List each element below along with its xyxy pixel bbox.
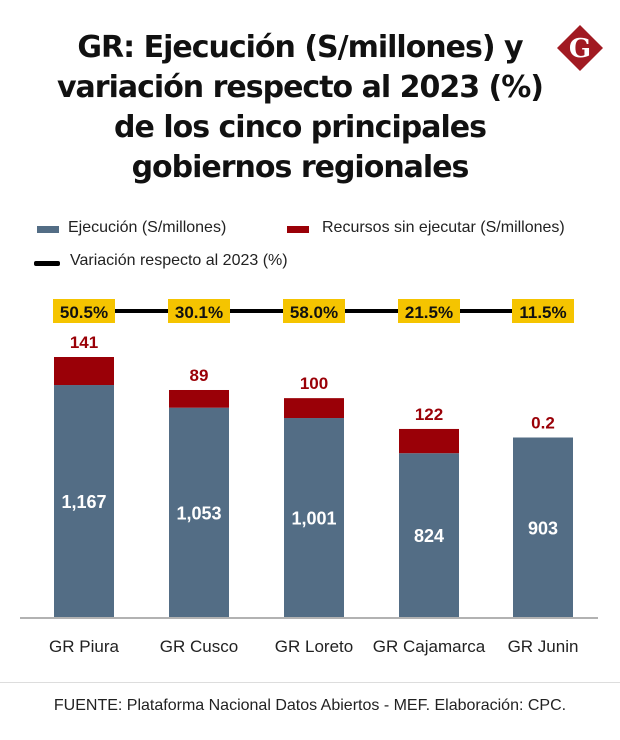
sin-ejecutar-value-label: 0.2 <box>531 413 555 432</box>
category-label: GR Junin <box>508 637 579 656</box>
legend-swatch-ejecucion <box>37 226 59 233</box>
variation-badge <box>512 299 574 323</box>
bar-sin-ejecutar <box>399 428 459 454</box>
title-line: GR: Ejecución (S/millones) y <box>77 30 523 65</box>
variation-value-label: 50.5% <box>60 303 108 322</box>
variation-badge <box>283 299 345 323</box>
legend-label-variacion: Variación respecto al 2023 (%) <box>70 252 288 269</box>
ejecucion-value-label: 824 <box>414 526 444 546</box>
title-line: variación respecto al 2023 (%) <box>57 70 544 105</box>
ejecucion-value-label: 1,053 <box>176 503 221 523</box>
bar-sin-ejecutar <box>54 357 114 386</box>
legend-label-sin-ejecutar: Recursos sin ejecutar (S/millones) <box>322 219 565 236</box>
sin-ejecutar-value-label: 141 <box>70 333 98 352</box>
category-label: GR Cajamarca <box>373 637 486 656</box>
ejecucion-value-label: 903 <box>528 518 558 538</box>
bar-ejecucion <box>169 407 229 617</box>
bar-ejecucion <box>513 437 573 617</box>
ejecucion-value-label: 1,167 <box>61 492 106 512</box>
bar-ejecucion <box>284 418 344 617</box>
logo-letter: G <box>569 34 591 64</box>
bar-sin-ejecutar <box>169 389 229 408</box>
variation-badge <box>398 299 460 323</box>
bar-ejecucion <box>399 453 459 617</box>
sin-ejecutar-value-label: 89 <box>190 366 209 385</box>
variation-value-label: 21.5% <box>405 303 453 322</box>
stacked-bar-chart: 1,167 141 GR Piura 50.5% 1,053 89 GR Cusco 30.1… <box>20 299 598 656</box>
category-label: GR Cusco <box>160 637 238 656</box>
variation-badge <box>53 299 115 323</box>
legend-label-ejecucion: Ejecución (S/millones) <box>68 219 227 236</box>
ejecucion-value-label: 1,001 <box>291 509 336 529</box>
title-line: gobiernos regionales <box>131 150 470 185</box>
variation-value-label: 58.0% <box>290 303 338 322</box>
category-label: GR Piura <box>49 637 119 656</box>
variation-badge <box>168 299 230 323</box>
legend-swatch-sin-ejecutar <box>287 226 309 233</box>
variation-value-label: 30.1% <box>175 303 223 322</box>
chart-title: GR: Ejecución (S/millones) y variación r… <box>30 28 570 188</box>
footer-divider <box>0 682 620 683</box>
diamond-g-logo-icon: G <box>557 25 603 71</box>
source-note: FUENTE: Plataforma Nacional Datos Abiert… <box>53 697 567 714</box>
sin-ejecutar-value-label: 122 <box>415 405 443 424</box>
sin-ejecutar-value-label: 100 <box>300 374 328 393</box>
legend-swatch-variacion <box>34 261 60 266</box>
bar-ejecucion <box>54 385 114 617</box>
bar-sin-ejecutar <box>284 398 344 419</box>
variation-value-label: 11.5% <box>519 303 566 322</box>
category-label: GR Loreto <box>275 637 353 656</box>
title-line: de los cinco principales <box>114 110 487 145</box>
